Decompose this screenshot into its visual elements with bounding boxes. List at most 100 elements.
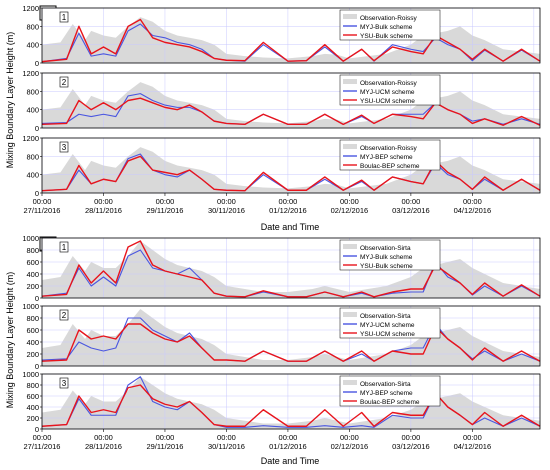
panel-a1-legend-label: Observation-Roissy <box>360 15 417 22</box>
panel-a1-number: 1 <box>62 13 67 22</box>
panel-a3-x-tick-time: 00:00 <box>217 197 236 206</box>
panel-b2-y-tick-label: 0 <box>35 362 39 371</box>
panel-b2-number-box <box>59 309 69 321</box>
panel-a3-legend-label: MYJ-BEP scheme <box>360 154 413 161</box>
group-a-x-axis-label: Date and Time <box>261 222 320 232</box>
panel-b2-legend-label: YSU-UCM scheme <box>360 331 415 338</box>
panel-a3-legend-swatch <box>343 144 357 149</box>
panel-a3-legend-label: Boulac-BEP scheme <box>360 163 420 170</box>
panel-a2-legend-label: YSU-UCM scheme <box>360 98 415 105</box>
panel-a1-observation-area <box>42 17 540 64</box>
panel-b3-number: 3 <box>62 379 67 388</box>
panel-a2: 0 400 800 1200 2 Observation-Roissy MYJ-UCM sc… <box>22 69 541 133</box>
panel-b3-x-tick-date: 02/12/2016 <box>331 442 369 451</box>
panel-b3-x-tick-time: 00:00 <box>401 433 420 442</box>
panel-b3-number-box <box>59 377 69 389</box>
panel-b1-y-tick-label: 600 <box>26 258 39 267</box>
panel-a2-y-tick-label: 1200 <box>22 69 39 78</box>
panel-b3-x-tick-time: 00:00 <box>279 433 298 442</box>
panel-a3-x-tick-date: 27/11/2016 <box>24 206 61 215</box>
panel-b2: 0 200 400 600 800 1000 2 Observation-Sirta MYJ-U… <box>22 302 541 371</box>
panel-a1-frame <box>41 7 541 64</box>
panel-b3-legend-label: Boulac-BEP scheme <box>360 399 420 406</box>
panel-b3-x-tick-date: 04/12/2016 <box>454 442 492 451</box>
panel-a3-x-tick-date: 28/11/2016 <box>85 206 122 215</box>
panel-b2-frame <box>41 305 541 367</box>
panel-a3-series-boulac-bep-scheme <box>41 155 541 192</box>
panel-b3-x-tick-time: 00:00 <box>156 433 175 442</box>
panel-a2-y-tick-label: 0 <box>35 124 39 133</box>
panel-a3-y-tick-label: 0 <box>35 189 39 198</box>
panel-b3-x-tick-time: 00:00 <box>217 433 236 442</box>
panel-a1-y-tick-label: 1200 <box>22 4 39 13</box>
panel-b3-x-tick-date: 27/11/2016 <box>24 442 61 451</box>
panel-a3-x-tick-time: 00:00 <box>463 197 482 206</box>
panel-b2-observation-area <box>42 309 540 366</box>
panel-a3-frame <box>41 137 541 194</box>
panel-b1-legend-label: Observation-Sirta <box>360 245 411 252</box>
panel-b1-y-tick-label: 0 <box>35 294 39 303</box>
panel-a2-number: 2 <box>62 78 67 87</box>
panel-b1-series-ysu-bulk-scheme <box>41 240 541 298</box>
panel-a3-observation-area <box>42 147 540 193</box>
panel-b3-y-tick-label: 200 <box>26 414 39 423</box>
panel-a3-x-tick-date: 03/12/2016 <box>392 206 430 215</box>
panel-a3-y-tick-label: 1200 <box>22 134 39 143</box>
panel-b1: 0 200 400 600 800 1000 1 Observation-Sirta MYJ-B… <box>22 234 541 303</box>
panel-b3-x-tick-time: 00:00 <box>340 433 359 442</box>
panel-b2-y-tick-label: 600 <box>26 326 39 335</box>
panel-b3-legend-label: Observation-Sirta <box>360 381 411 388</box>
panel-b3-legend-label: MYJ-BEP scheme <box>360 390 413 397</box>
panel-a1-legend-swatch <box>343 14 357 19</box>
panel-b3-x-tick-date: 01/12/2016 <box>269 442 307 451</box>
panel-a3-number: 3 <box>62 143 67 152</box>
panel-b3-y-tick-label: 1000 <box>22 370 39 379</box>
panel-a3-legend-label: Observation-Roissy <box>360 145 417 152</box>
panel-a2-number-box <box>59 76 69 88</box>
panel-a3-x-tick-time: 00:00 <box>279 197 298 206</box>
panel-a3-y-tick-label: 400 <box>26 171 39 180</box>
panel-a3-x-tick-time: 00:00 <box>340 197 359 206</box>
panel-a2-series-ysu-ucm-scheme <box>41 97 541 126</box>
panel-b1-legend-swatch <box>343 244 357 249</box>
panel-b3-frame <box>41 373 541 430</box>
group-b-x-axis-label: Date and Time <box>261 456 320 466</box>
panel-b3-y-tick-label: 600 <box>26 392 39 401</box>
panel-b2-y-tick-label: 400 <box>26 338 39 347</box>
panel-b2-series-ysu-ucm-scheme <box>41 323 541 362</box>
panel-b1-legend-label: MYJ-Bulk scheme <box>360 254 413 261</box>
panel-a3-x-tick-time: 00:00 <box>33 197 52 206</box>
panel-a1-y-tick-label: 400 <box>26 41 39 50</box>
panel-b1-y-tick-label: 200 <box>26 282 39 291</box>
panel-b3-y-tick-label: 0 <box>35 425 39 434</box>
panel-a3-x-tick-date: 02/12/2016 <box>331 206 369 215</box>
panel-a1: 0 400 800 1200 1 Observation-Roissy MYJ-Bulk s… <box>22 4 541 68</box>
panel-a3: 0 400 800 1200 3 Observation-Roissy MYJ-BEP sc… <box>22 134 541 215</box>
panel-b2-y-tick-label: 1000 <box>22 302 39 311</box>
panel-b2-legend-swatch <box>343 312 357 317</box>
panel-b1-number: 1 <box>62 243 67 252</box>
panel-b2-y-tick-label: 800 <box>26 314 39 323</box>
panel-b1-y-tick-label: 1000 <box>22 234 39 243</box>
panel-a1-series-ysu-bulk-scheme <box>41 18 541 63</box>
panel-b3-x-tick-date: 30/11/2016 <box>208 442 245 451</box>
panel-a3-number-box <box>59 141 69 153</box>
panel-a2-legend-label: Observation-Roissy <box>360 80 417 87</box>
panel-a3-x-tick-date: 30/11/2016 <box>208 206 245 215</box>
panel-b3-x-tick-time: 00:00 <box>94 433 113 442</box>
panel-b3: 0 200 400 600 800 1000 3 Observation-Sirta MYJ-B… <box>22 370 541 451</box>
group-b-y-axis-label: Mixing Boundary Layer Height (m) <box>5 272 15 409</box>
panel-b2-legend-label: MYJ-UCM scheme <box>360 322 415 329</box>
group-a-y-axis-label: Mixing Boundary Layer Height (m) <box>5 32 15 169</box>
panel-b3-series-boulac-bep-scheme <box>41 384 541 427</box>
panel-b3-legend-swatch <box>343 380 357 385</box>
panel-a2-y-tick-label: 400 <box>26 106 39 115</box>
panel-a3-x-tick-time: 00:00 <box>401 197 420 206</box>
panel-b3-x-tick-date: 29/11/2016 <box>146 442 183 451</box>
panel-b1-number-box <box>59 241 69 253</box>
panel-a3-y-tick-label: 800 <box>26 152 39 161</box>
panel-b1-y-tick-label: 400 <box>26 270 39 279</box>
panel-a2-legend-swatch <box>343 79 357 84</box>
